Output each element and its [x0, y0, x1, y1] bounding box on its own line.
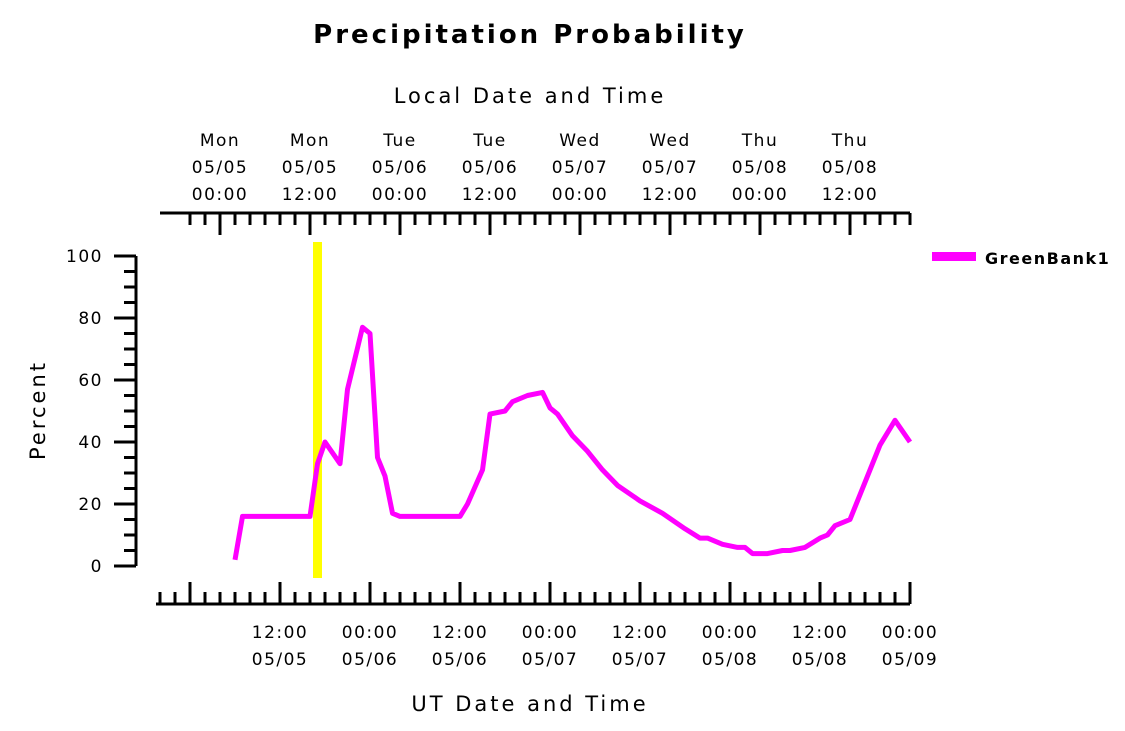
chart-title: Precipitation Probability: [313, 20, 747, 50]
bottom-tick-label-time: 12:00: [432, 623, 489, 643]
marker-layer: [313, 242, 322, 578]
series-line-greenbank1: [232, 324, 913, 561]
top-tick-label-date: 05/07: [552, 158, 609, 178]
top-tick-label-time: 12:00: [282, 185, 339, 205]
bottom-tick-label-date: 05/08: [792, 650, 849, 670]
bottom-time-axis: 12:00 05/05 00:00 05/06 12:00 05/06 00:00 05/07…: [156, 582, 939, 670]
legend-swatch-greenbank1: [932, 252, 976, 261]
top-tick-label-day: Thu: [741, 131, 778, 151]
top-tick-label-time: 00:00: [732, 185, 789, 205]
bottom-tick-label-time: 00:00: [522, 623, 579, 643]
bottom-tick-label-date: 05/06: [432, 650, 489, 670]
y-tick-label: 20: [78, 495, 103, 515]
y-axis-title: Percent: [26, 360, 50, 460]
top-tick-label-time: 00:00: [552, 185, 609, 205]
bottom-tick-label-date: 05/07: [612, 650, 669, 670]
top-tick-label-day: Tue: [382, 131, 417, 151]
top-tick-label-day: Tue: [472, 131, 507, 151]
legend: GreenBank1: [932, 249, 1110, 268]
y-tick-label: 80: [78, 309, 103, 329]
bottom-tick-label-time: 00:00: [882, 623, 939, 643]
top-tick-label-time: 12:00: [822, 185, 879, 205]
top-tick-label-day: Mon: [200, 131, 240, 151]
bottom-tick-label-date: 05/09: [882, 650, 939, 670]
top-time-axis: Mon 05/05 00:00 Mon 05/05 12:00 Tue 05/06 00:00 T…: [160, 131, 912, 235]
top-tick-label-day: Wed: [649, 131, 691, 151]
top-tick-label-date: 05/05: [192, 158, 249, 178]
top-tick-label-day: Wed: [559, 131, 601, 151]
bottom-tick-label-date: 05/07: [522, 650, 579, 670]
series-layer: [232, 324, 913, 561]
legend-label-greenbank1: GreenBank1: [985, 249, 1110, 268]
y-tick-label: 100: [66, 247, 103, 267]
y-tick-label: 60: [78, 371, 103, 391]
top-tick-label-date: 05/07: [642, 158, 699, 178]
y-tick-label: 40: [78, 433, 103, 453]
top-tick-label-date: 05/06: [372, 158, 429, 178]
bottom-tick-label-date: 05/06: [342, 650, 399, 670]
x-axis-title: UT Date and Time: [411, 692, 648, 716]
bottom-tick-label-date: 05/05: [252, 650, 309, 670]
top-tick-label-time: 12:00: [642, 185, 699, 205]
bottom-tick-label-time: 12:00: [792, 623, 849, 643]
top-tick-label-time: 00:00: [372, 185, 429, 205]
current-time-marker: [313, 242, 322, 578]
bottom-tick-label-date: 05/08: [702, 650, 759, 670]
top-tick-label-time: 12:00: [462, 185, 519, 205]
top-tick-label-time: 00:00: [192, 185, 249, 205]
y-axis: 0 20 40 60 80 100: [66, 247, 138, 577]
bottom-tick-label-time: 00:00: [702, 623, 759, 643]
top-axis-title: Local Date and Time: [394, 84, 667, 108]
bottom-tick-label-time: 12:00: [252, 623, 309, 643]
top-tick-label-date: 05/06: [462, 158, 519, 178]
bottom-tick-label-time: 12:00: [612, 623, 669, 643]
top-tick-label-day: Mon: [290, 131, 330, 151]
top-tick-label-date: 05/08: [822, 158, 879, 178]
top-tick-label-day: Thu: [831, 131, 868, 151]
top-tick-label-date: 05/08: [732, 158, 789, 178]
y-tick-label: 0: [91, 557, 103, 577]
bottom-tick-label-time: 00:00: [342, 623, 399, 643]
top-tick-label-date: 05/05: [282, 158, 339, 178]
